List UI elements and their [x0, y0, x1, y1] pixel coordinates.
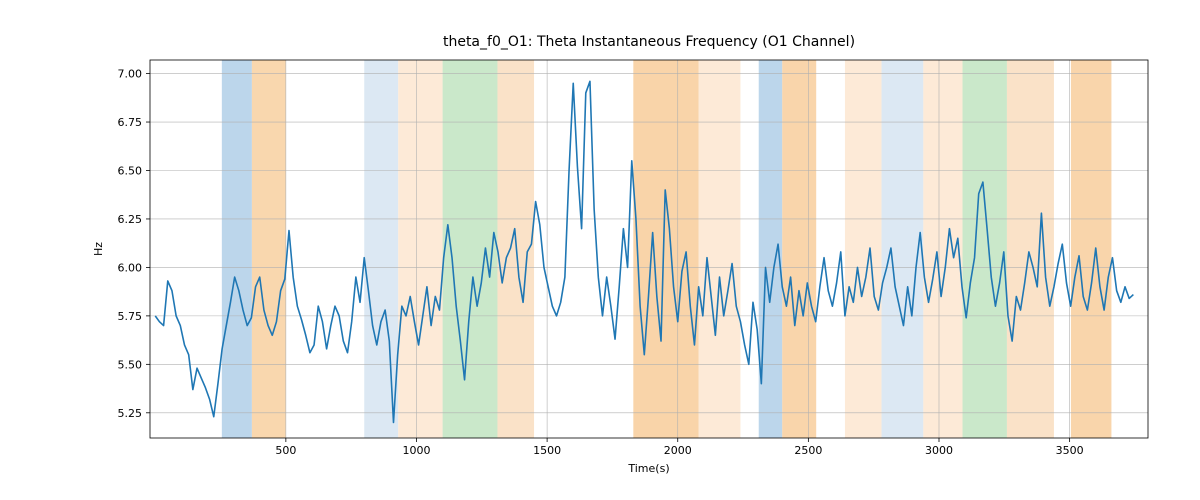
y-tick-label: 5.75 — [118, 310, 143, 323]
y-tick-label: 6.25 — [118, 213, 143, 226]
y-tick-label: 6.50 — [118, 164, 143, 177]
y-tick-label: 5.25 — [118, 407, 143, 420]
y-axis-label: Hz — [92, 242, 105, 256]
y-tick-label: 7.00 — [118, 68, 143, 81]
x-tick-label: 2500 — [794, 444, 822, 457]
x-tick-label: 2000 — [664, 444, 692, 457]
x-tick-label: 500 — [275, 444, 296, 457]
y-tick-label: 6.00 — [118, 261, 143, 274]
chart-container: 500 1000 1500 2000 2500 3000 3500 5.25 5.50 5.75 6… — [0, 0, 1200, 500]
x-tick-label: 3500 — [1056, 444, 1084, 457]
y-tick-label: 6.75 — [118, 116, 143, 129]
x-tick-label: 1500 — [533, 444, 561, 457]
chart-svg: 500 1000 1500 2000 2500 3000 3500 5.25 5.50 5.75 6… — [0, 0, 1200, 500]
chart-title: theta_f0_O1: Theta Instantaneous Frequen… — [443, 34, 855, 50]
x-tick-label: 3000 — [925, 444, 953, 457]
x-tick-label: 1000 — [402, 444, 430, 457]
x-axis-label: Time(s) — [627, 462, 669, 475]
y-tick-label: 5.50 — [118, 358, 143, 371]
